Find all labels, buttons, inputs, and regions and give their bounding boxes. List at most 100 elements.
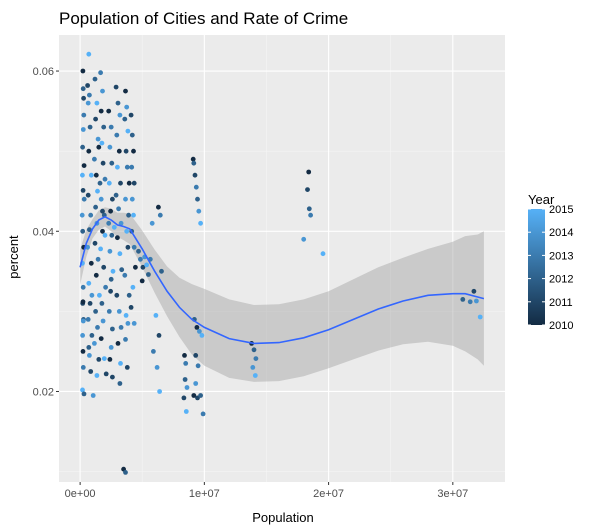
y-tick-label: 0.04 xyxy=(33,226,54,238)
data-point xyxy=(93,272,99,278)
data-point xyxy=(86,148,92,154)
data-point xyxy=(86,51,92,57)
data-point xyxy=(81,391,87,397)
data-point xyxy=(320,251,326,257)
data-point xyxy=(190,156,196,162)
data-point xyxy=(107,357,113,362)
data-point xyxy=(124,104,130,110)
data-point xyxy=(93,172,99,178)
data-point xyxy=(92,76,98,82)
data-point xyxy=(92,341,97,346)
data-point xyxy=(200,411,206,417)
data-point xyxy=(81,95,86,101)
data-point xyxy=(124,228,130,234)
data-point xyxy=(149,220,155,226)
data-point xyxy=(108,288,113,294)
data-point xyxy=(85,192,91,198)
data-point xyxy=(154,365,160,370)
legend-title: Year xyxy=(528,192,555,207)
data-point xyxy=(108,208,113,214)
data-point xyxy=(199,333,205,338)
data-point xyxy=(113,84,119,90)
data-point xyxy=(114,292,120,298)
data-point xyxy=(474,298,479,304)
data-point xyxy=(86,280,92,286)
data-point xyxy=(103,284,108,290)
data-point xyxy=(471,288,477,294)
data-point xyxy=(89,292,95,298)
data-point xyxy=(131,180,137,186)
data-point xyxy=(159,268,164,274)
data-point xyxy=(99,140,105,146)
smooth-confidence-band xyxy=(80,207,484,382)
major-gridlines xyxy=(59,35,505,482)
data-point xyxy=(131,148,136,154)
data-point xyxy=(94,373,100,378)
data-point xyxy=(115,100,121,106)
data-point xyxy=(125,244,131,250)
data-point xyxy=(113,192,119,198)
data-point xyxy=(107,144,113,150)
data-point xyxy=(123,196,128,202)
data-point xyxy=(193,184,199,190)
data-point xyxy=(92,156,97,162)
data-point xyxy=(131,244,137,250)
y-tick-label: 0.02 xyxy=(33,386,54,398)
data-point xyxy=(94,100,100,106)
data-point xyxy=(93,116,98,122)
x-axis: 0e+00 1e+07 2e+07 3e+07 xyxy=(65,482,468,500)
data-point xyxy=(80,68,86,74)
data-point xyxy=(123,148,129,154)
data-point xyxy=(123,313,129,318)
data-point xyxy=(80,228,86,234)
data-point xyxy=(100,88,105,94)
data-point xyxy=(126,292,132,298)
legend-label: 2013 xyxy=(549,250,573,262)
data-point xyxy=(138,256,143,262)
data-point xyxy=(98,70,103,76)
data-point xyxy=(193,381,199,386)
data-point xyxy=(89,333,95,338)
data-point xyxy=(153,313,159,318)
data-point xyxy=(157,212,163,218)
data-point xyxy=(87,301,93,306)
legend-label: 2012 xyxy=(549,274,573,286)
data-point xyxy=(477,314,483,320)
data-point xyxy=(115,235,120,241)
data-point xyxy=(118,325,124,330)
data-point xyxy=(81,196,87,202)
data-point xyxy=(126,180,132,186)
y-tick-label: 0.06 xyxy=(33,66,54,78)
data-point xyxy=(108,345,114,350)
plot-panel xyxy=(59,35,505,482)
x-tick-label: 1e+07 xyxy=(189,488,220,500)
legend-label: 2014 xyxy=(549,227,573,239)
data-point xyxy=(126,212,131,218)
data-point xyxy=(80,144,85,150)
data-point xyxy=(100,318,106,324)
data-point xyxy=(195,363,201,369)
data-point xyxy=(306,169,312,175)
data-point xyxy=(90,393,96,398)
data-point xyxy=(156,333,162,338)
data-point xyxy=(80,172,85,178)
data-point xyxy=(100,160,106,166)
data-point xyxy=(85,100,91,106)
data-point xyxy=(183,409,189,414)
data-point xyxy=(129,164,135,170)
data-point xyxy=(124,365,130,370)
data-point xyxy=(131,212,136,218)
data-point xyxy=(111,224,117,230)
data-point xyxy=(136,248,141,254)
data-point xyxy=(95,188,100,194)
data-point xyxy=(251,347,257,353)
data-point xyxy=(81,163,87,169)
legend-colorbar xyxy=(528,209,545,325)
data-point xyxy=(467,299,473,305)
data-point xyxy=(92,240,98,246)
data-point xyxy=(181,395,187,401)
data-point xyxy=(116,206,121,212)
data-point xyxy=(146,272,151,277)
data-point xyxy=(106,309,112,314)
data-point xyxy=(117,112,123,118)
